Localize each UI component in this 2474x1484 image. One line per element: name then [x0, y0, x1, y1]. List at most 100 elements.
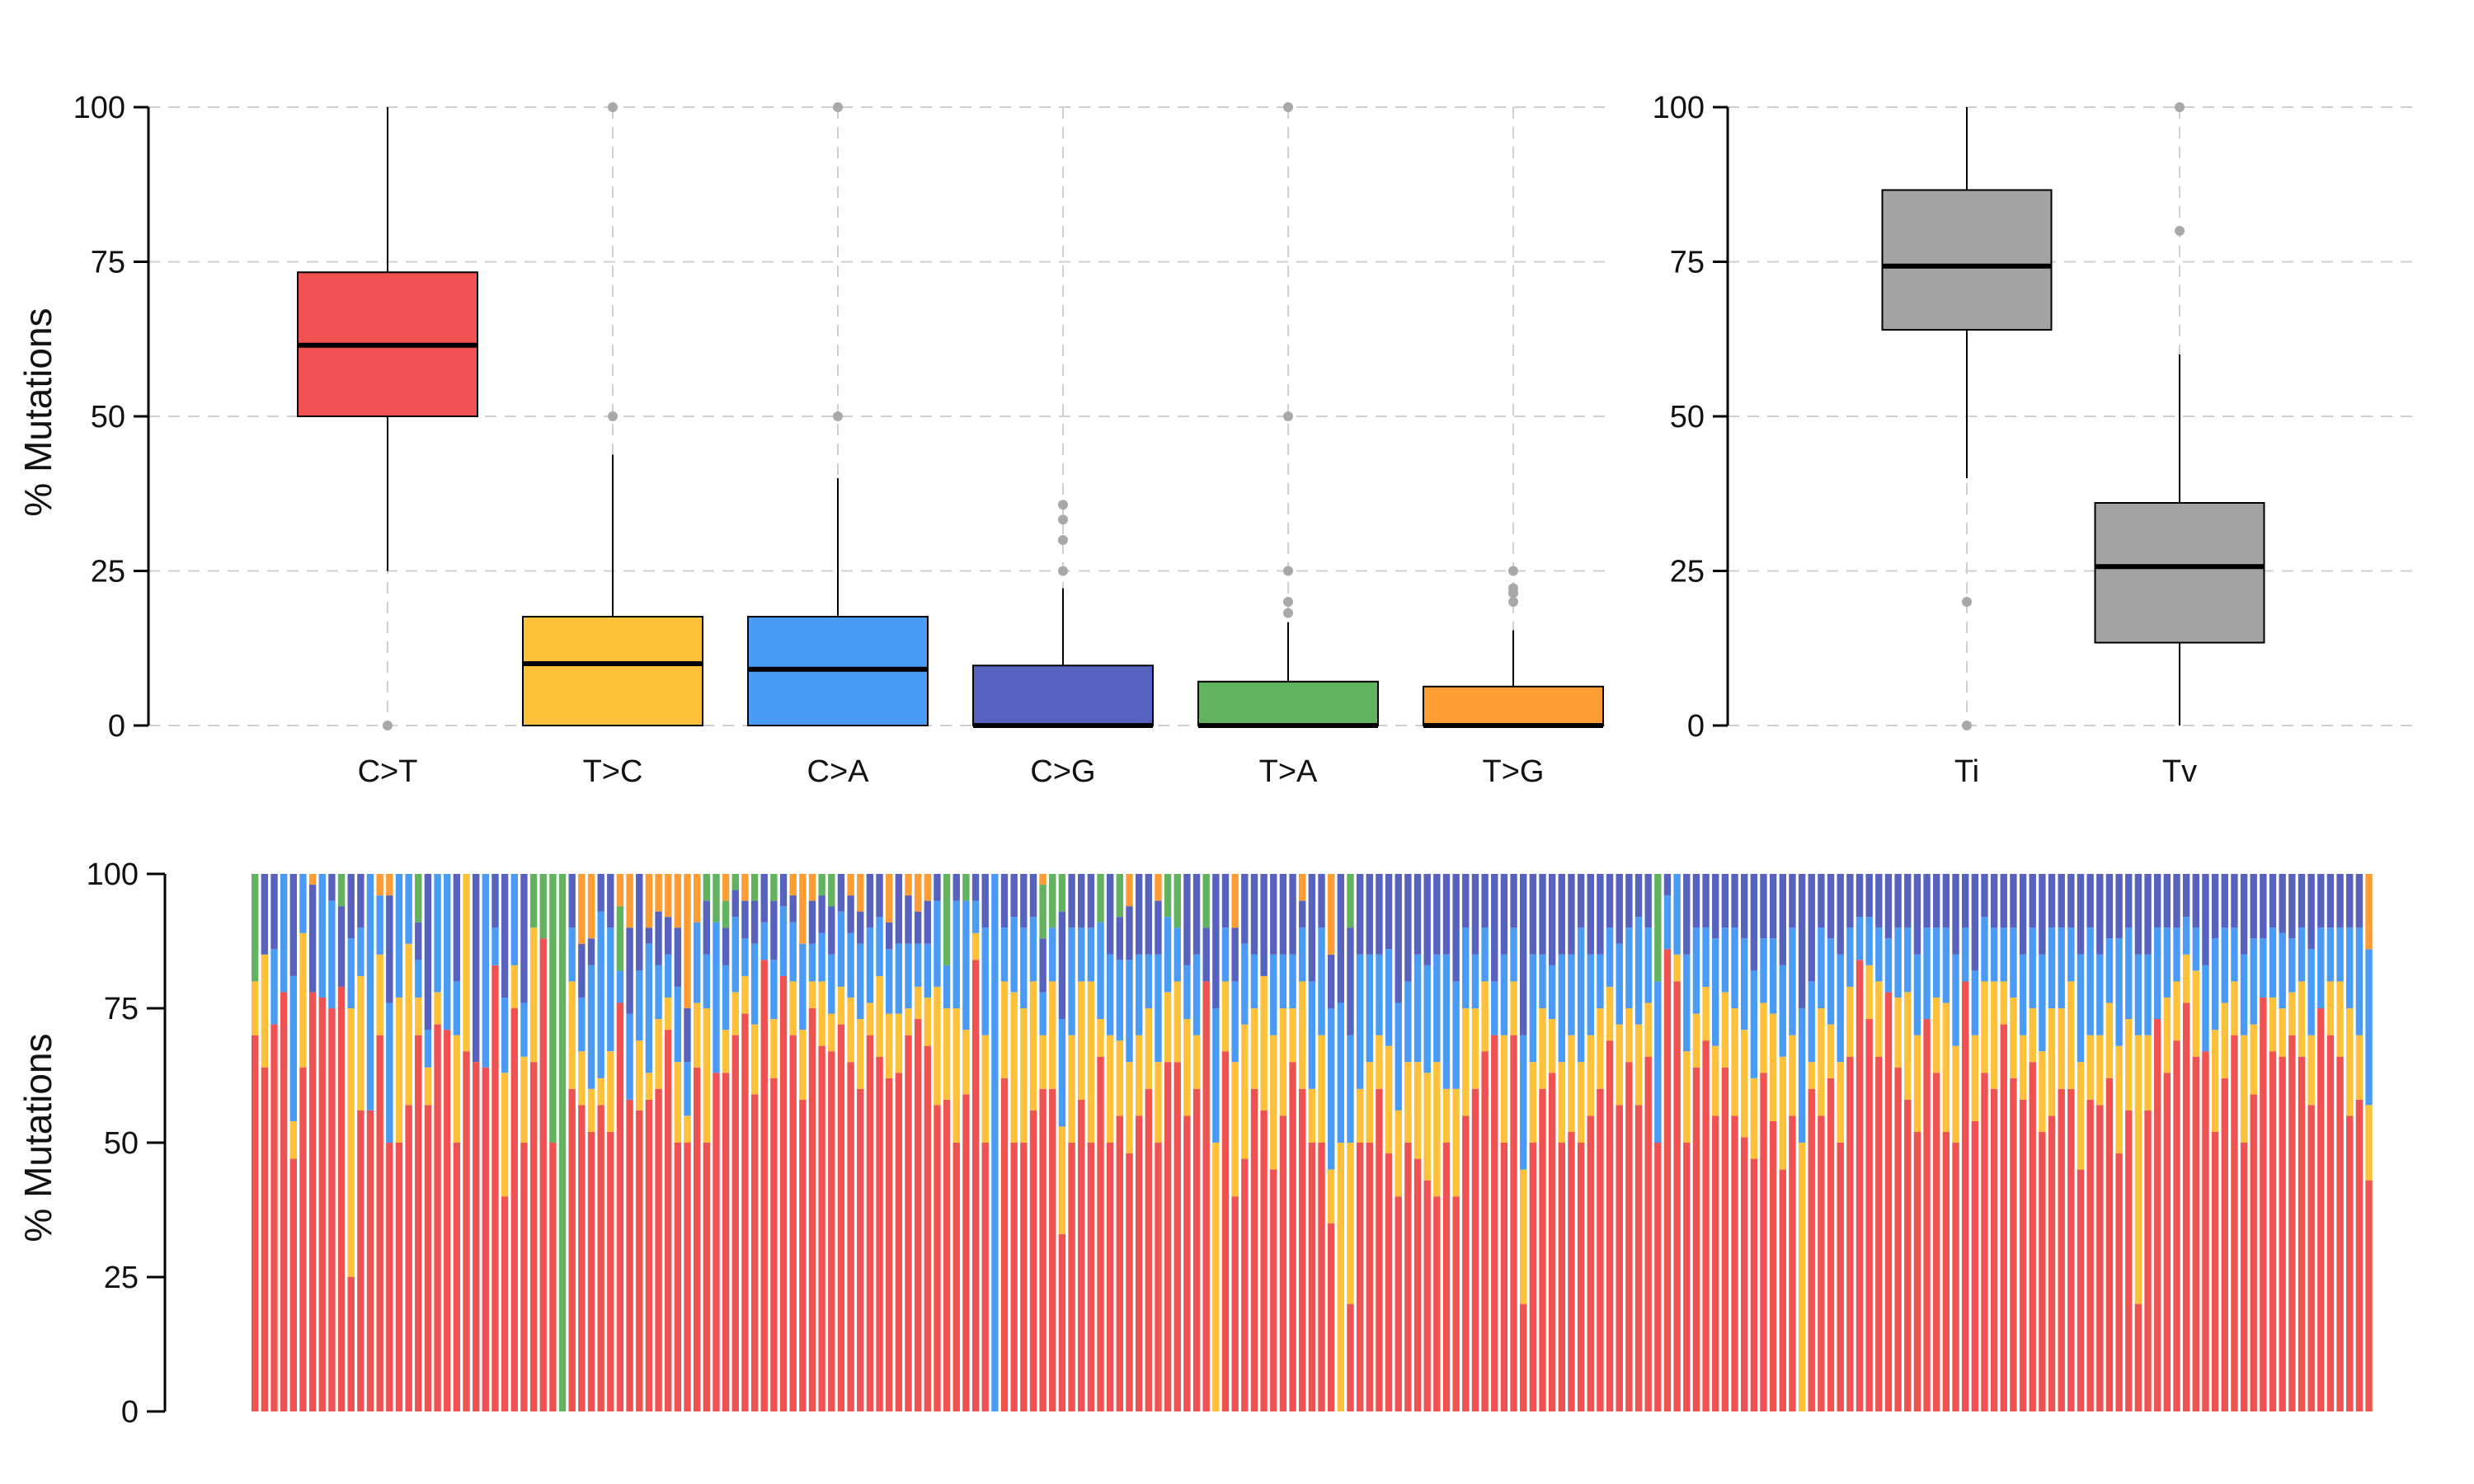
- sample-18-t-to-a-segment: [415, 874, 422, 923]
- sample-186-c-to-a-segment: [2029, 928, 2036, 1008]
- sample-128-c-to-a-segment: [1471, 954, 1479, 1008]
- sample-196-c-to-t-segment: [2125, 1110, 2133, 1411]
- sample-51-c-to-a-segment: [731, 917, 739, 993]
- sample-218-c-to-t-segment: [2336, 1056, 2344, 1411]
- titv-y-tick-label-0: 0: [1687, 709, 1705, 744]
- sample-19-c-to-g-segment: [424, 874, 432, 1031]
- sample-86-c-to-g-segment: [1068, 874, 1075, 928]
- sample-161-c-to-t-segment: [1789, 1115, 1796, 1411]
- sample-64-c-to-a-segment: [857, 943, 864, 1020]
- sample-134-c-to-t-segment: [1529, 1143, 1537, 1411]
- sample-40-c-to-a-segment: [626, 1013, 633, 1100]
- stack-y-tick-label-25: 25: [104, 1261, 139, 1295]
- sample-177-t-to-c-segment: [1942, 1003, 1950, 1132]
- sample-55-c-to-t-segment: [770, 1078, 778, 1411]
- sample-49-c-to-a-segment: [713, 922, 720, 1073]
- sample-165-t-to-c-segment: [1827, 1024, 1835, 1078]
- sample-48-c-to-a-segment: [703, 954, 711, 1008]
- sample-181-c-to-g-segment: [1981, 874, 1988, 918]
- sample-165-c-to-a-segment: [1827, 938, 1835, 1025]
- sample-144-c-to-g-segment: [1625, 874, 1633, 928]
- sample-103-c-to-g-segment: [1231, 928, 1239, 982]
- sample-200-c-to-a-segment: [2163, 928, 2171, 998]
- sample-8-c-to-a-segment: [318, 874, 326, 998]
- sample-61-t-to-a-segment: [828, 874, 835, 907]
- sample-166-c-to-t-segment: [1837, 1143, 1844, 1411]
- sample-7-c-to-t-segment: [308, 992, 317, 1411]
- sample-58-t-to-c-segment: [799, 1030, 807, 1100]
- sample-142-c-to-a-segment: [1606, 928, 1614, 987]
- sample-155-c-to-t-segment: [1731, 1115, 1738, 1411]
- sample-91-t-to-c-segment: [1116, 1040, 1124, 1116]
- sample-217-t-to-c-segment: [2326, 981, 2335, 1036]
- sample-182-t-to-c-segment: [1990, 981, 1998, 1089]
- sample-121-c-to-g-segment: [1404, 874, 1412, 982]
- sample-187-t-to-c-segment: [2039, 1051, 2046, 1132]
- sample-52-t-to-c-segment: [741, 975, 749, 1014]
- sample-189-c-to-g-segment: [2058, 874, 2065, 928]
- sample-91-t-to-a-segment: [1116, 874, 1124, 918]
- sample-36-c-to-g-segment: [587, 938, 595, 965]
- sample-186-t-to-c-segment: [2029, 1008, 2036, 1063]
- sample-176-c-to-a-segment: [1933, 928, 1940, 998]
- sample-44-c-to-g-segment: [665, 917, 672, 955]
- sample-44-t-to-g-segment: [665, 874, 672, 918]
- sample-7-c-to-g-segment: [308, 885, 317, 993]
- sample-90-c-to-g-segment: [1106, 874, 1114, 955]
- sample-189-c-to-a-segment: [2058, 928, 2065, 1008]
- sample-131-c-to-t-segment: [1500, 1143, 1508, 1411]
- sample-210-c-to-t-segment: [2260, 997, 2267, 1411]
- sample-119-c-to-t-segment: [1385, 1153, 1393, 1411]
- sample-70-c-to-a-segment: [914, 943, 922, 987]
- box-c-to-g-outlier-3: [1058, 500, 1068, 510]
- sample-50-c-to-g-segment: [722, 928, 730, 965]
- sample-90-c-to-a-segment: [1106, 954, 1114, 1036]
- stack-y-tick-label-0: 0: [121, 1395, 139, 1430]
- sample-35-t-to-g-segment: [578, 874, 586, 944]
- sample-213-c-to-a-segment: [2288, 938, 2296, 993]
- sample-72-c-to-t-segment: [934, 1105, 941, 1411]
- sample-84-c-to-t-segment: [1049, 1088, 1056, 1411]
- sample-208-c-to-g-segment: [2240, 874, 2248, 955]
- sample-42-t-to-c-segment: [645, 1073, 653, 1100]
- sample-82-c-to-g-segment: [1029, 874, 1037, 918]
- sample-173-c-to-a-segment: [1904, 928, 1912, 993]
- sample-124-c-to-a-segment: [1433, 954, 1441, 1063]
- sample-102-c-to-t-segment: [1221, 1051, 1230, 1411]
- sample-209-c-to-g-segment: [2250, 874, 2257, 939]
- sample-186-c-to-g-segment: [2029, 874, 2036, 928]
- sample-136-c-to-g-segment: [1548, 874, 1556, 965]
- sample-52-c-to-a-segment: [741, 938, 749, 976]
- sample-60-t-to-a-segment: [818, 874, 825, 896]
- sample-172-c-to-a-segment: [1894, 928, 1902, 998]
- sample-176-c-to-t-segment: [1933, 1073, 1940, 1411]
- sample-147-t-to-a-segment: [1654, 874, 1662, 982]
- sample-213-c-to-g-segment: [2288, 874, 2296, 939]
- sample-163-c-to-g-segment: [1808, 874, 1815, 982]
- sample-70-t-to-g-segment: [914, 874, 922, 912]
- top-y-axis-label: % Mutations: [16, 308, 59, 516]
- sample-162-t-to-c-segment: [1798, 1143, 1806, 1411]
- sample-94-c-to-t-segment: [1145, 1088, 1152, 1411]
- sample-164-c-to-g-segment: [1818, 874, 1825, 928]
- sample-58-c-to-a-segment: [799, 943, 807, 1031]
- sample-130-c-to-a-segment: [1491, 981, 1498, 1036]
- sample-119-c-to-a-segment: [1385, 949, 1393, 1046]
- sample-168-c-to-a-segment: [1856, 917, 1864, 960]
- sample-77-t-to-c-segment: [981, 1035, 989, 1143]
- sample-74-t-to-c-segment: [952, 1008, 960, 1143]
- sample-163-t-to-c-segment: [1808, 1062, 1815, 1089]
- sample-81-t-to-c-segment: [1020, 1008, 1028, 1143]
- sample-43-c-to-g-segment: [655, 911, 662, 965]
- sample-106-c-to-g-segment: [1260, 874, 1268, 976]
- sample-26-c-to-a-segment: [492, 928, 499, 965]
- sample-192-c-to-g-segment: [2086, 874, 2094, 928]
- sample-52-c-to-g-segment: [741, 900, 749, 939]
- sample-167-t-to-c-segment: [1846, 986, 1854, 1057]
- sample-154-t-to-c-segment: [1721, 992, 1729, 1068]
- sample-47-c-to-t-segment: [693, 1067, 701, 1411]
- sample-76-c-to-t-segment: [971, 960, 980, 1411]
- sample-36-c-to-t-segment: [587, 1131, 595, 1411]
- sample-135-c-to-a-segment: [1539, 954, 1546, 1008]
- sample-101-c-to-g-segment: [1212, 874, 1220, 1008]
